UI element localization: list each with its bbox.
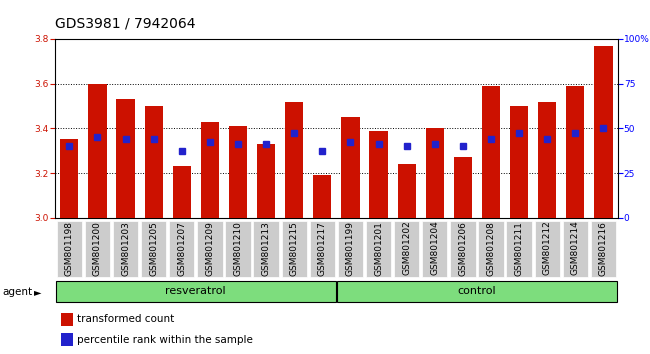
Bar xyxy=(313,175,332,218)
Text: GDS3981 / 7942064: GDS3981 / 7942064 xyxy=(55,16,196,30)
FancyBboxPatch shape xyxy=(337,281,617,302)
FancyBboxPatch shape xyxy=(422,221,447,277)
Bar xyxy=(88,84,107,218)
FancyBboxPatch shape xyxy=(506,221,532,277)
FancyBboxPatch shape xyxy=(338,221,363,277)
Text: GSM801202: GSM801202 xyxy=(402,221,411,275)
Text: GSM801204: GSM801204 xyxy=(430,221,439,275)
Text: ►: ► xyxy=(34,287,42,297)
Text: percentile rank within the sample: percentile rank within the sample xyxy=(77,335,252,344)
Text: agent: agent xyxy=(2,287,32,297)
Bar xyxy=(426,129,444,218)
Bar xyxy=(229,126,247,218)
Bar xyxy=(116,99,135,218)
Bar xyxy=(510,106,528,218)
Bar xyxy=(398,164,416,218)
Bar xyxy=(594,46,612,218)
FancyBboxPatch shape xyxy=(450,221,476,277)
FancyBboxPatch shape xyxy=(591,221,616,277)
Bar xyxy=(482,86,500,218)
Bar xyxy=(144,106,162,218)
Bar xyxy=(201,122,219,218)
FancyBboxPatch shape xyxy=(534,221,560,277)
Text: transformed count: transformed count xyxy=(77,314,174,324)
FancyBboxPatch shape xyxy=(197,221,222,277)
Text: GSM801207: GSM801207 xyxy=(177,221,187,275)
Text: GSM801208: GSM801208 xyxy=(486,221,495,275)
Bar xyxy=(454,158,472,218)
Bar xyxy=(60,139,79,218)
Text: GSM801198: GSM801198 xyxy=(65,221,74,276)
Text: GSM801211: GSM801211 xyxy=(515,221,524,275)
FancyBboxPatch shape xyxy=(366,221,391,277)
Bar xyxy=(285,102,304,218)
Text: GSM801206: GSM801206 xyxy=(458,221,467,275)
Bar xyxy=(61,333,73,346)
Bar xyxy=(257,144,275,218)
Bar xyxy=(61,313,73,326)
Bar xyxy=(341,117,359,218)
Text: GSM801201: GSM801201 xyxy=(374,221,383,275)
FancyBboxPatch shape xyxy=(113,221,138,277)
Text: GSM801205: GSM801205 xyxy=(149,221,158,275)
FancyBboxPatch shape xyxy=(254,221,279,277)
FancyBboxPatch shape xyxy=(478,221,504,277)
FancyBboxPatch shape xyxy=(57,221,82,277)
FancyBboxPatch shape xyxy=(226,221,251,277)
Text: GSM801213: GSM801213 xyxy=(261,221,270,275)
FancyBboxPatch shape xyxy=(169,221,194,277)
Text: control: control xyxy=(458,286,496,296)
FancyBboxPatch shape xyxy=(309,221,335,277)
FancyBboxPatch shape xyxy=(84,221,110,277)
Text: GSM801210: GSM801210 xyxy=(233,221,242,275)
Text: GSM801212: GSM801212 xyxy=(543,221,552,275)
Text: GSM801214: GSM801214 xyxy=(571,221,580,275)
Bar xyxy=(566,86,584,218)
Text: GSM801199: GSM801199 xyxy=(346,221,355,276)
Bar xyxy=(173,166,191,218)
FancyBboxPatch shape xyxy=(141,221,166,277)
FancyBboxPatch shape xyxy=(281,221,307,277)
Text: GSM801217: GSM801217 xyxy=(318,221,327,275)
Text: GSM801209: GSM801209 xyxy=(205,221,214,275)
Bar xyxy=(538,102,556,218)
Text: GSM801215: GSM801215 xyxy=(290,221,299,275)
Bar xyxy=(369,131,387,218)
FancyBboxPatch shape xyxy=(394,221,419,277)
FancyBboxPatch shape xyxy=(56,281,335,302)
FancyBboxPatch shape xyxy=(563,221,588,277)
Text: GSM801216: GSM801216 xyxy=(599,221,608,275)
Text: GSM801203: GSM801203 xyxy=(121,221,130,275)
Text: resveratrol: resveratrol xyxy=(166,286,226,296)
Text: GSM801200: GSM801200 xyxy=(93,221,102,275)
